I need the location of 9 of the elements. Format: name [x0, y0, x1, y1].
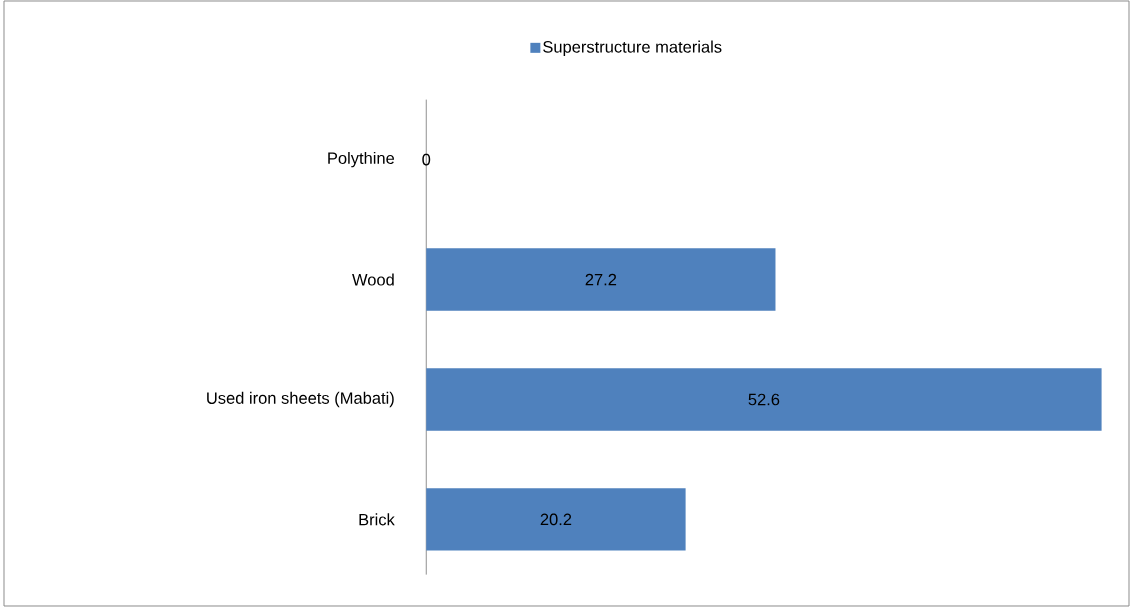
y-tick-label: Polythine: [328, 151, 395, 168]
data-label: 0: [422, 153, 431, 166]
data-label: 20.2: [540, 513, 572, 526]
legend-label: Superstructure materials: [543, 40, 722, 56]
y-tick-label: Wood: [352, 273, 394, 286]
data-label: 27.2: [585, 273, 617, 286]
y-tick-label: Used iron sheets (Mabati): [207, 391, 394, 408]
data-label: 52.6: [748, 393, 780, 406]
y-tick-label: Brick: [359, 513, 395, 526]
